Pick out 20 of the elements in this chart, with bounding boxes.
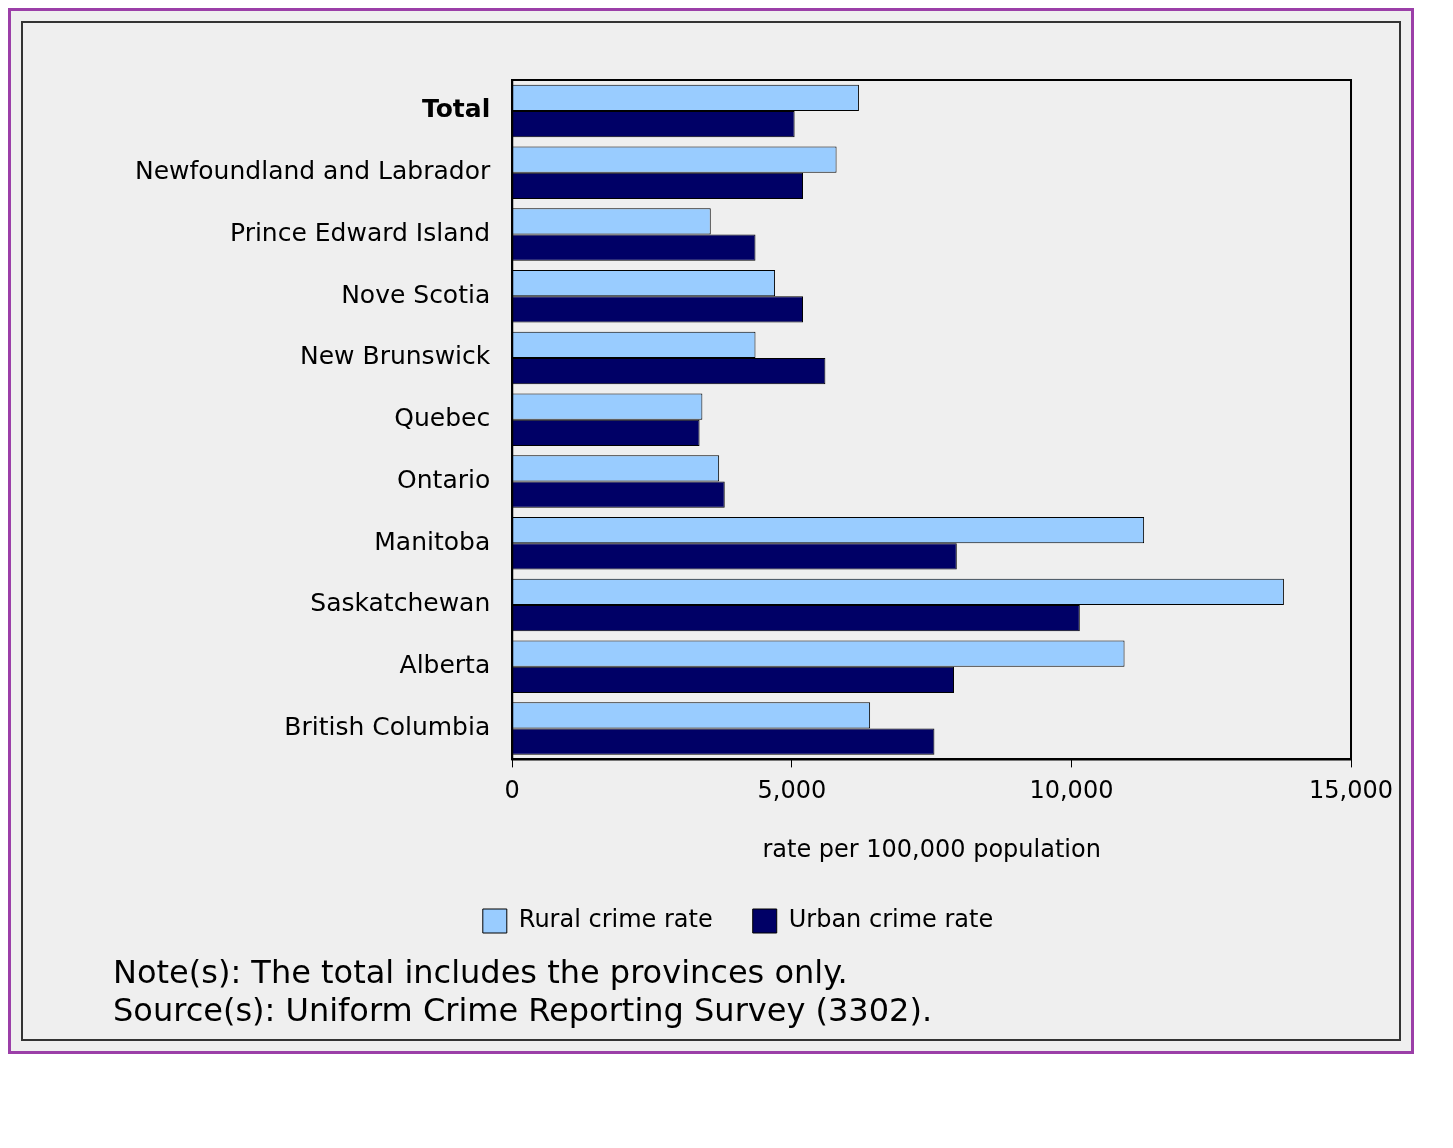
y-tick-label: New Brunswick	[300, 341, 491, 371]
y-tick-label: Ontario	[397, 464, 491, 494]
x-tick-label: 5,000	[757, 776, 827, 805]
y-tick-label: Quebec	[394, 403, 491, 433]
y-tick-label: Manitoba	[374, 526, 491, 556]
legend-label: Rural crime rate	[518, 905, 713, 934]
text: Note(s): The total includes the provinces only.	[113, 953, 849, 991]
y-tick-label: Newfoundland and Labrador	[135, 156, 491, 186]
y-tick-label: British Columbia	[284, 712, 491, 742]
x-tick-label: 10,000	[1029, 776, 1114, 805]
x-tick-label: 0	[504, 776, 520, 805]
y-tick-label: Prince Edward Island	[230, 217, 491, 247]
legend-label: Urban crime rate	[788, 905, 994, 934]
y-tick-label: Nove Scotia	[341, 279, 491, 309]
y-tick-label: Saskatchewan	[310, 588, 491, 618]
x-tick-label: 15,000	[1309, 776, 1393, 805]
source-note: Source(s): Uniform Crime Reporting Survey (3302).	[113, 991, 934, 1029]
x-axis-title: rate per 100,000 population	[762, 834, 1101, 863]
y-tick-label: Total	[421, 94, 491, 124]
y-tick-label: Alberta	[399, 650, 491, 680]
